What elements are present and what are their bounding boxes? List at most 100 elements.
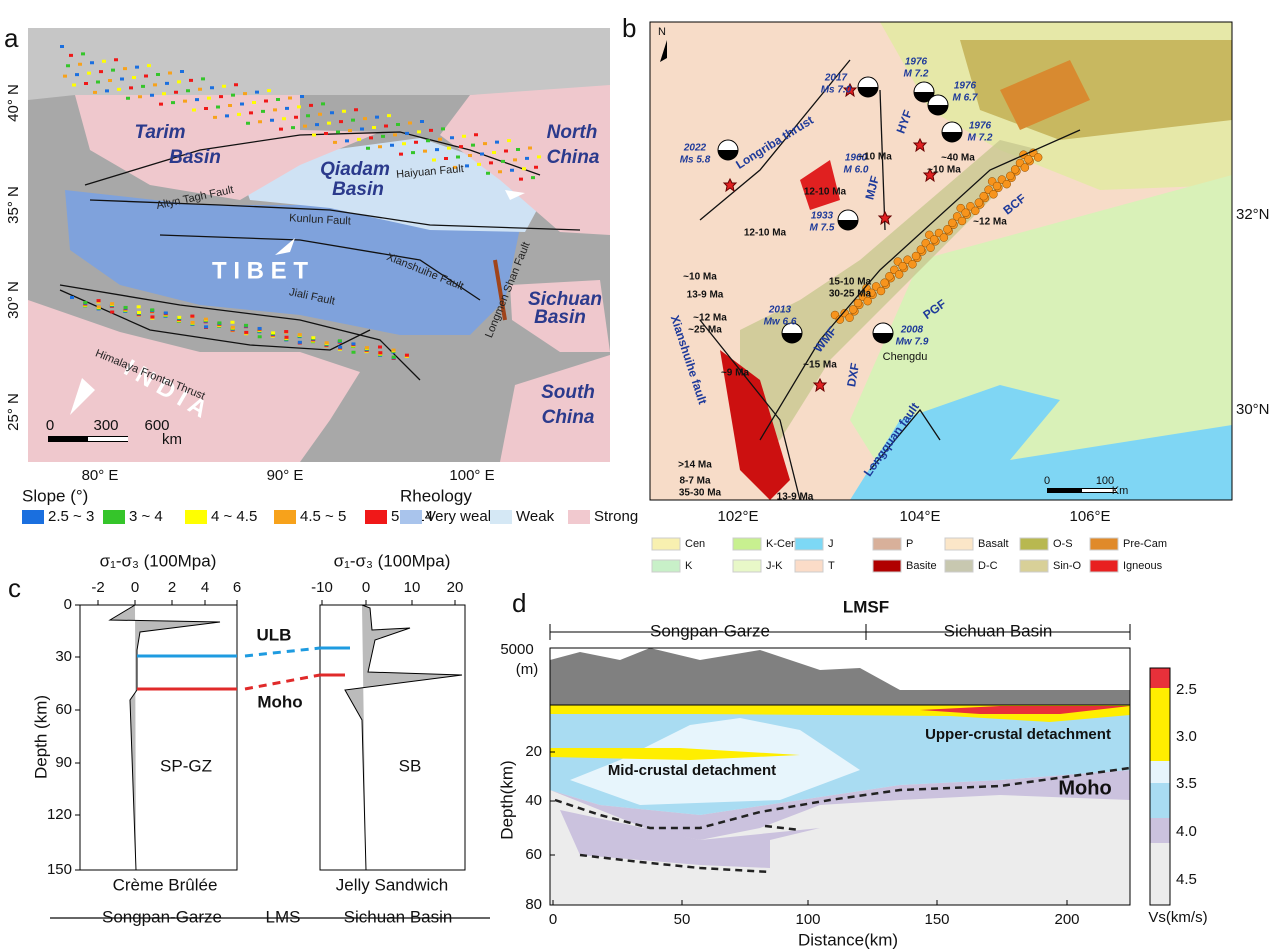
longmenshan xyxy=(493,259,507,321)
slope-pixel xyxy=(338,345,343,349)
slope-pixel xyxy=(129,86,133,90)
label: K-Cen xyxy=(766,538,797,550)
slope-pixel xyxy=(252,101,256,104)
epicenter xyxy=(922,167,938,183)
slope-pixel xyxy=(480,152,484,156)
label: ~10 Ma xyxy=(927,165,961,176)
slope-pixel xyxy=(244,330,249,334)
label: Chengdu xyxy=(883,351,928,363)
slope-pixel xyxy=(378,145,382,149)
slope-pixel xyxy=(381,134,385,138)
label: Igneous xyxy=(1123,560,1163,572)
slope-pixel xyxy=(288,96,292,100)
slope-pixel xyxy=(216,105,220,109)
geology xyxy=(850,385,1232,500)
slope-pixel xyxy=(402,142,406,146)
tarim-basin xyxy=(75,95,380,200)
slope-pixel xyxy=(468,154,472,157)
legend-swatch xyxy=(732,537,762,551)
label: 6 xyxy=(233,579,241,596)
fault-line xyxy=(699,59,851,221)
slope-pixel xyxy=(249,111,253,115)
slope-pixel xyxy=(471,143,475,147)
label: 106°E xyxy=(1069,508,1110,525)
label: China xyxy=(542,407,595,428)
slope-pixel xyxy=(276,98,280,101)
label: 4 ~ 4.5 xyxy=(211,508,257,525)
slope-pixel xyxy=(190,320,195,324)
slope-pixel xyxy=(66,64,70,68)
label: 40 xyxy=(525,792,542,809)
slope-pixel xyxy=(246,121,250,125)
legend-swatch xyxy=(872,559,902,573)
label: Very weak xyxy=(426,508,496,525)
slope-pixel xyxy=(414,140,418,144)
colorbar-cell xyxy=(1150,761,1170,783)
slope-pixel xyxy=(309,103,313,107)
slope-pixel xyxy=(357,137,361,141)
slope-pixel xyxy=(429,128,433,132)
label: Ms 7.0 xyxy=(821,85,852,96)
map-b xyxy=(649,21,1233,501)
focal-mechanism xyxy=(942,132,962,142)
label: 150 xyxy=(924,911,949,928)
slope-pixel xyxy=(120,77,124,81)
slope-pixel xyxy=(162,92,166,96)
basite xyxy=(720,350,790,500)
label: Jelly Sandwich xyxy=(336,875,448,894)
label: d xyxy=(512,588,526,618)
slope-pixel xyxy=(111,68,115,72)
slope-pixel xyxy=(144,74,148,78)
label: Km xyxy=(1112,485,1129,497)
strength-profile xyxy=(108,604,221,871)
plot-frame xyxy=(79,604,238,871)
slope-pixel xyxy=(258,120,262,124)
slope-pixel xyxy=(465,164,469,168)
slope-pixel xyxy=(528,146,532,150)
legend-swatch xyxy=(794,537,824,551)
fault-line xyxy=(59,289,371,351)
label: 80° E xyxy=(82,467,119,484)
label: M 7.2 xyxy=(903,69,928,80)
slope-pixel xyxy=(225,114,229,118)
panel-c-axes xyxy=(50,604,490,919)
label: 1960 xyxy=(845,153,868,164)
label: 4.5 ~ 5 xyxy=(300,508,346,525)
label: Qiadam xyxy=(320,159,390,180)
slope-pixel xyxy=(204,107,208,110)
slope-pixel xyxy=(486,171,490,175)
slope-pixel xyxy=(495,140,499,144)
slope-pixel xyxy=(378,345,382,349)
legend-swatch xyxy=(944,559,974,573)
label: MJF xyxy=(862,174,882,201)
slope-pixel xyxy=(117,87,121,91)
slope-pixel xyxy=(519,177,523,181)
label: China xyxy=(547,147,600,168)
label: 100 xyxy=(1096,475,1114,487)
slope-pixel xyxy=(150,308,155,312)
panel-d-section xyxy=(549,624,1171,906)
aftershock xyxy=(880,278,889,287)
focal-mechanism xyxy=(873,333,893,343)
slope-pixel xyxy=(321,102,325,106)
slope-pixel xyxy=(192,108,196,112)
slope-pixel xyxy=(264,99,268,103)
slope-pixel xyxy=(336,130,340,134)
slope-pixel xyxy=(351,350,356,354)
label: Sichuan Basin xyxy=(344,907,453,926)
label: -10 xyxy=(311,579,333,596)
fault-line xyxy=(869,408,941,471)
slope-pixel xyxy=(243,92,247,96)
label: 1976 xyxy=(969,121,992,132)
label: 0 xyxy=(362,579,370,596)
slope-pixel xyxy=(378,351,383,355)
label: 15-10 Ma xyxy=(829,277,872,288)
slope-pixel xyxy=(444,157,448,160)
label: Ms 5.8 xyxy=(680,155,711,166)
very-weak-zone xyxy=(65,190,520,335)
label: ~10 Ma xyxy=(858,152,892,163)
label: Moho xyxy=(1058,777,1111,799)
label: 102°E xyxy=(717,508,758,525)
label: 30 xyxy=(55,648,72,665)
label: 100 xyxy=(795,911,820,928)
